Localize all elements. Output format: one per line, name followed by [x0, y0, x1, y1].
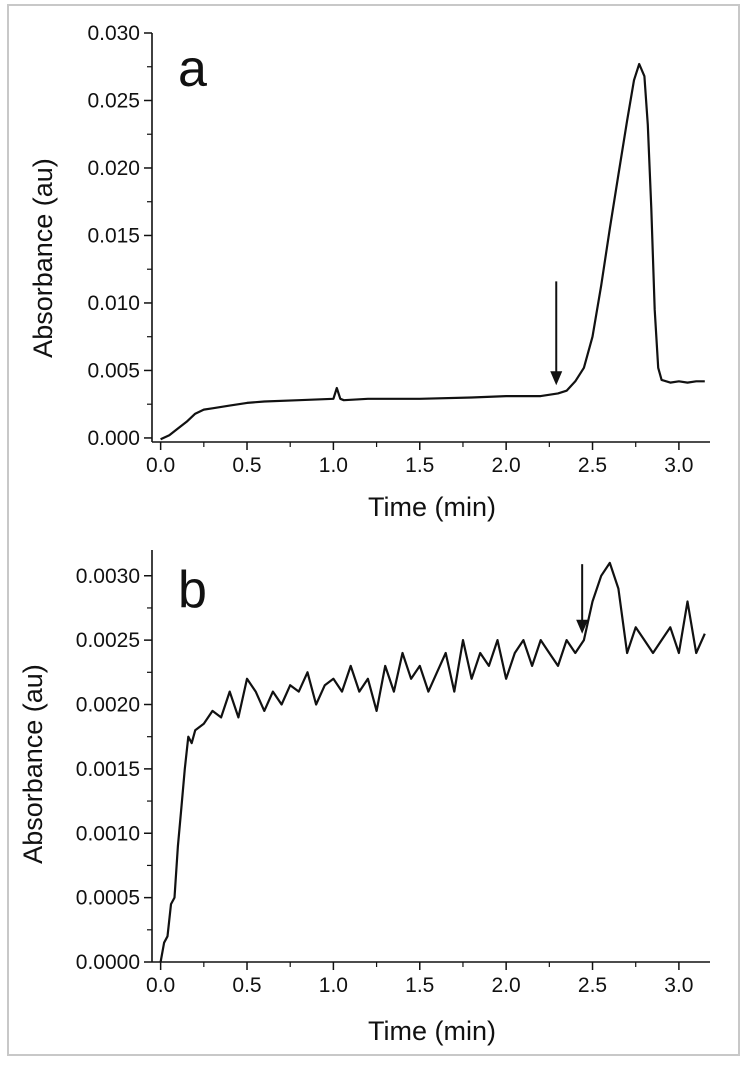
y-tick-label-a: 0.010 — [87, 292, 140, 315]
y-tick-label-b: 0.0020 — [76, 694, 140, 717]
x-tick-label-b: 2.5 — [578, 974, 607, 997]
chart-panel-a: a Time (min) Absorbance (au) 0.0 0.5 1.0 1.… — [28, 22, 710, 522]
y-tick-label-a: 0.030 — [87, 22, 140, 45]
x-tick-label-b: 1.0 — [319, 974, 348, 997]
x-tick-label-a: 2.0 — [492, 454, 521, 477]
arrow-head-b — [576, 619, 589, 634]
y-tick-label-b: 0.0015 — [76, 758, 140, 781]
x-tick-label-b: 2.0 — [492, 974, 521, 997]
x-tick-label-a: 2.5 — [578, 454, 607, 477]
y-tick-label-b: 0.0000 — [76, 951, 140, 974]
x-axis-title-a: Time (min) — [368, 492, 496, 522]
x-tick-label-b: 3.0 — [664, 974, 693, 997]
y-axis-title-a: Absorbance (au) — [28, 158, 58, 358]
panel-label-b: b — [178, 561, 207, 619]
series-line-a — [160, 62, 705, 441]
y-tick-label-b: 0.0010 — [76, 822, 140, 845]
y-tick-label-a: 0.000 — [87, 427, 140, 450]
y-tick-label-b: 0.0030 — [76, 565, 140, 588]
x-tick-label-a: 3.0 — [664, 454, 693, 477]
x-tick-label-b: 1.5 — [405, 974, 434, 997]
x-tick-label-a: 1.0 — [319, 454, 348, 477]
chart-panel-b: b Time (min) Absorbance (au) 0.0 0.5 1.0 1.… — [18, 550, 710, 1046]
y-tick-label-a: 0.020 — [87, 157, 140, 180]
y-tick-label-b: 0.0025 — [76, 629, 140, 652]
y-tick-label-a: 0.015 — [87, 224, 140, 247]
x-tick-label-a: 0.5 — [232, 454, 261, 477]
x-tick-label-b: 0.5 — [232, 974, 261, 997]
x-axis-title-b: Time (min) — [368, 1016, 496, 1046]
y-tick-label-b: 0.0005 — [76, 887, 140, 910]
panel-label-a: a — [178, 40, 207, 98]
x-tick-label-b: 0.0 — [146, 974, 175, 997]
x-tick-label-a: 1.5 — [405, 454, 434, 477]
y-tick-label-a: 0.025 — [87, 89, 140, 112]
x-tick-label-a: 0.0 — [146, 454, 175, 477]
arrow-head-a — [550, 371, 563, 386]
y-axis-title-b: Absorbance (au) — [18, 664, 48, 864]
series-line-b — [159, 561, 706, 963]
y-tick-label-a: 0.005 — [87, 359, 140, 382]
